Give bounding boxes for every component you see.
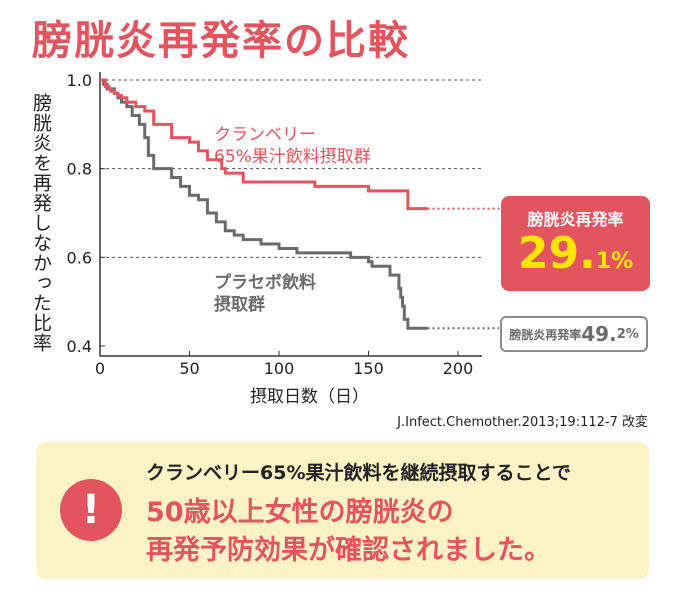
page-title: 膀胱炎再発率の比較: [32, 18, 410, 64]
cranberry-label-line-2: 65%果汁飲料摂取群: [214, 147, 371, 167]
cranberry-series-line: [100, 78, 428, 211]
placebo-recurrence-callout: 膀胱炎再発率 49. 2%: [500, 316, 648, 352]
placebo-series-label: プラセボ飲料 摂取群: [214, 272, 316, 316]
x-tick-label: 100: [264, 359, 295, 378]
tick-labels: 0 50 100 150 200 0.4 0.6 0.8 1.0: [67, 71, 474, 378]
x-tick-label: 150: [353, 359, 384, 378]
grid: [100, 79, 482, 258]
x-axis-label: 摂取日数（日）: [250, 387, 369, 407]
cranberry-value-small: 1%: [595, 249, 634, 274]
y-tick-label: 0.4: [67, 337, 92, 356]
leader-lines: [427, 207, 500, 330]
source-citation: J.Infect.Chemother.2013;19:112-7 改変: [397, 415, 648, 430]
cranberry-value-big: 29.: [517, 228, 596, 279]
x-tick-label: 50: [179, 359, 199, 378]
placebo-label-line-2: 摂取群: [214, 295, 265, 315]
cranberry-series-label: クランベリー 65%果汁飲料摂取群: [214, 124, 371, 168]
placebo-value-small: 2%: [616, 326, 639, 342]
conclusion-line-2: 50歳以上女性の膀胱炎の: [146, 497, 454, 528]
exclamation-icon: !: [60, 479, 122, 541]
placebo-label-line-1: プラセボ飲料: [214, 273, 316, 293]
cranberry-callout-value: 29.1%: [501, 228, 650, 279]
survival-chart: 0 50 100 150 200 0.4 0.6 0.8 1.0: [67, 71, 500, 378]
y-tick-label: 1.0: [67, 71, 92, 90]
y-tick-label: 0.6: [67, 248, 92, 267]
conclusion-line-1: クランベリー65%果汁飲料を継続摂取することで: [146, 462, 571, 484]
placebo-callout-caption: 膀胱炎再発率: [509, 327, 582, 342]
axes: [99, 72, 482, 357]
placebo-value-big: 49.: [581, 322, 617, 346]
y-tick-label: 0.8: [67, 160, 92, 179]
x-tick-label: 200: [443, 359, 474, 378]
series-lines: [100, 78, 428, 330]
cranberry-recurrence-callout: 膀胱炎再発率 29.1%: [501, 196, 650, 291]
conclusion-box: [36, 442, 649, 579]
cranberry-callout-caption: 膀胱炎再発率: [527, 210, 624, 229]
cranberry-label-line-1: クランベリー: [214, 125, 316, 145]
conclusion-line-3: 再発予防効果が確認されました。: [146, 535, 551, 566]
x-tick-label: 0: [95, 359, 105, 378]
y-axis-label: 膀胱炎を再発しなかった比率: [30, 93, 52, 353]
